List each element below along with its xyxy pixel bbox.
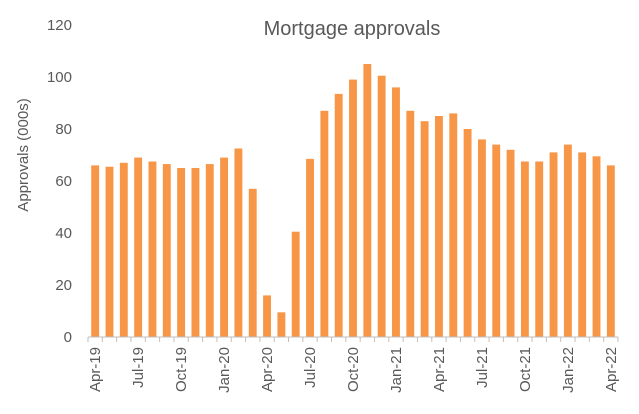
bar <box>334 93 343 338</box>
x-tick-label: Apr-22 <box>603 347 620 392</box>
bar <box>377 75 386 337</box>
bar <box>291 231 300 337</box>
y-tick-label: 80 <box>55 121 72 138</box>
bar <box>220 157 229 337</box>
bars <box>91 64 615 338</box>
bar <box>420 121 429 337</box>
x-tick-label: Jul-19 <box>130 347 147 388</box>
bar <box>449 113 458 338</box>
bar <box>248 188 257 337</box>
x-tick-label: Jan-20 <box>216 347 233 393</box>
x-axis: Apr-19 Jul-19 Oct-19 Jan-20 Apr-20 Jul-20 Oct-… <box>87 336 620 393</box>
bar <box>191 168 200 337</box>
bar <box>535 161 544 337</box>
y-tick-label: 20 <box>55 277 72 294</box>
y-tick-label: 0 <box>64 329 72 346</box>
bar <box>263 295 271 337</box>
bar <box>435 116 443 337</box>
bar <box>520 161 529 337</box>
y-axis-title: Approvals (000s) <box>15 98 32 211</box>
x-tick-label: Oct-19 <box>173 347 190 392</box>
y-tick-label: 60 <box>55 173 72 190</box>
bar <box>306 158 314 337</box>
bar <box>392 87 400 338</box>
x-tick-label: Jul-20 <box>302 347 319 388</box>
bar <box>563 144 572 337</box>
bar <box>277 312 286 337</box>
bar <box>177 168 186 337</box>
y-tick-label: 120 <box>47 17 72 34</box>
bar <box>363 64 372 337</box>
bar <box>148 161 157 337</box>
bar <box>205 164 214 337</box>
bar <box>91 165 100 337</box>
x-tick-label: Oct-21 <box>517 347 534 392</box>
bar <box>477 139 486 337</box>
bar <box>492 144 501 337</box>
bar <box>406 110 415 337</box>
y-axis-ticks: 0 20 40 60 80 100 120 <box>47 17 72 346</box>
bar <box>349 79 357 337</box>
bar <box>119 162 128 337</box>
y-tick-label: 40 <box>55 225 72 242</box>
x-tick-label: Apr-21 <box>431 347 448 392</box>
bar <box>506 149 515 337</box>
bar <box>105 166 114 337</box>
bar <box>162 164 171 337</box>
x-tick-label: Apr-19 <box>87 347 104 392</box>
y-tick-label: 100 <box>47 69 72 86</box>
bar <box>578 152 587 337</box>
chart-title: Mortgage approvals <box>264 18 441 40</box>
bar <box>234 148 243 337</box>
bar <box>592 156 601 337</box>
bar <box>134 157 143 337</box>
x-tick-label: Jan-22 <box>560 347 577 393</box>
x-tick-label: Jan-21 <box>388 347 405 393</box>
bar <box>606 165 615 337</box>
x-tick-label: Apr-20 <box>259 347 276 392</box>
bar <box>320 110 329 337</box>
x-tick-label: Oct-20 <box>345 347 362 392</box>
x-tick-label: Jul-21 <box>474 347 491 388</box>
bar <box>463 129 472 337</box>
bar <box>549 152 558 337</box>
